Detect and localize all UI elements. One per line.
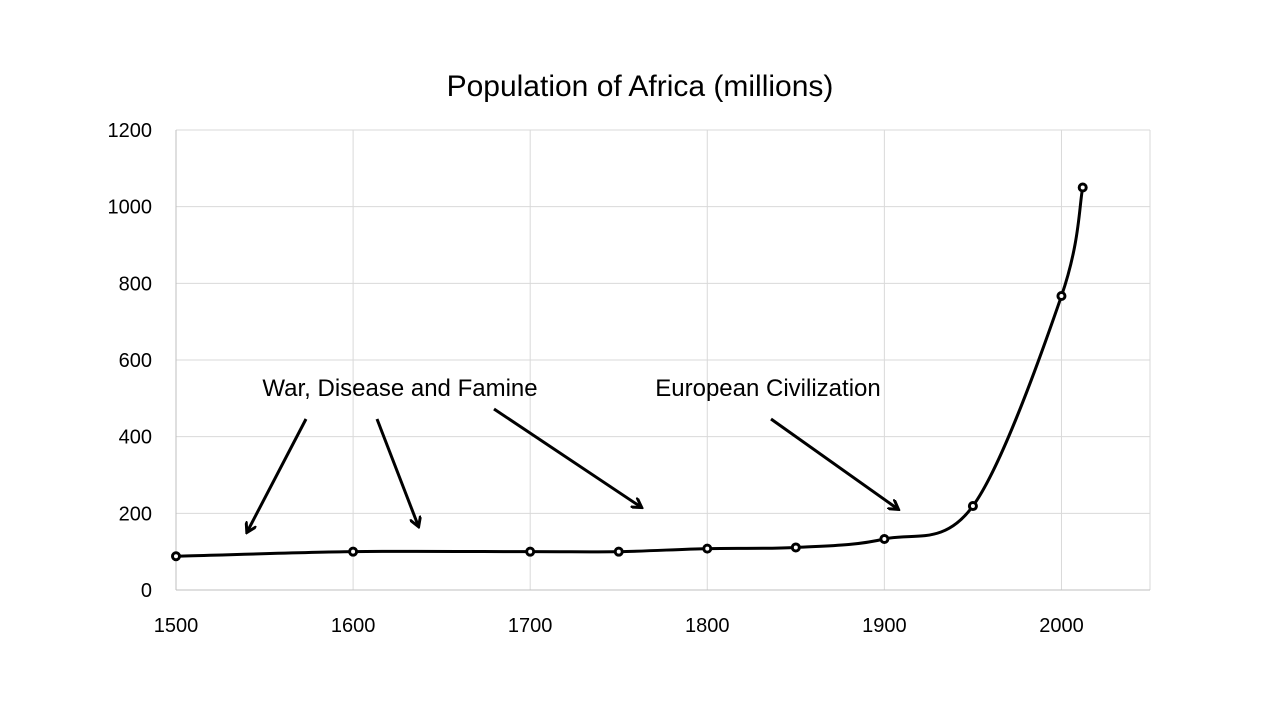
x-tick-label: 2000 [1039, 615, 1084, 637]
data-point [171, 551, 181, 562]
series-line-0 [175, 187, 1085, 558]
axes [175, 130, 1150, 591]
annotation-label: European Civilization [655, 375, 880, 402]
annotation-arrow [770, 417, 899, 510]
x-tick-label: 1500 [154, 615, 199, 637]
series-layer [175, 187, 1085, 558]
y-tick-label: 0 [141, 580, 152, 602]
y-tick-label: 1200 [108, 120, 153, 142]
data-point [1077, 182, 1088, 193]
data-point [613, 546, 624, 557]
data-point [348, 546, 359, 557]
data-points [171, 182, 1088, 562]
annotation-label: War, Disease and Famine [262, 375, 537, 402]
annotation-arrow [375, 418, 419, 527]
grid-lines [176, 129, 1151, 590]
data-point [525, 546, 536, 557]
y-tick-label: 800 [119, 273, 152, 295]
y-tick-label: 200 [119, 503, 152, 525]
tick-labels: 0 200 400 600 800 1000 1200 1500 1600 1700 1800 190… [108, 120, 1084, 637]
y-tick-label: 600 [119, 350, 152, 372]
x-tick-label: 1600 [331, 615, 376, 637]
annotations: War, Disease and Famine European Civiliza… [247, 375, 899, 533]
annotation-arrow [247, 418, 308, 533]
data-point [1056, 290, 1067, 301]
chart-title: Population of Africa (millions) [447, 70, 834, 103]
annotation-arrow [493, 407, 642, 508]
x-tick-label: 1700 [508, 615, 553, 637]
x-tick-label: 1800 [685, 615, 730, 637]
y-tick-label: 400 [119, 427, 152, 449]
x-tick-label: 1900 [862, 615, 907, 637]
data-point [879, 534, 890, 545]
y-tick-label: 1000 [108, 197, 153, 219]
data-point [702, 543, 713, 554]
data-point [790, 542, 801, 553]
data-point [967, 501, 978, 512]
